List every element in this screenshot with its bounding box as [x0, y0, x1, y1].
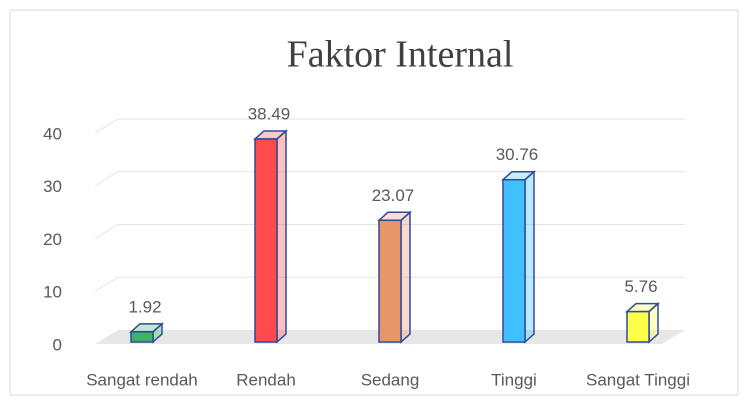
grid-line — [94, 224, 685, 239]
data-label: 23.07 — [372, 186, 415, 205]
data-label: 5.76 — [624, 277, 657, 296]
grid-line — [94, 118, 685, 134]
grid-line — [94, 276, 685, 292]
bar — [253, 129, 288, 344]
y-tick-label: 20 — [43, 230, 62, 249]
bar — [129, 322, 164, 344]
x-tick-label: Sangat Tinggi — [586, 370, 690, 389]
bar — [377, 210, 412, 344]
x-tick-label: Rendah — [236, 370, 296, 389]
chart-title: Faktor Internal — [287, 34, 514, 76]
data-label: 38.49 — [248, 104, 291, 123]
bar — [501, 170, 536, 344]
data-label: 30.76 — [496, 145, 539, 164]
data-label: 1.92 — [128, 297, 161, 316]
y-tick-label: 0 — [53, 335, 62, 354]
grid-line — [94, 171, 685, 187]
x-tick-label: Tinggi — [491, 370, 537, 389]
y-tick-label: 40 — [43, 124, 62, 143]
bar — [625, 301, 660, 344]
x-tick-label: Sedang — [361, 370, 420, 389]
y-tick-label: 30 — [43, 177, 62, 196]
y-tick-label: 10 — [43, 283, 62, 302]
x-tick-label: Sangat rendah — [86, 370, 198, 389]
